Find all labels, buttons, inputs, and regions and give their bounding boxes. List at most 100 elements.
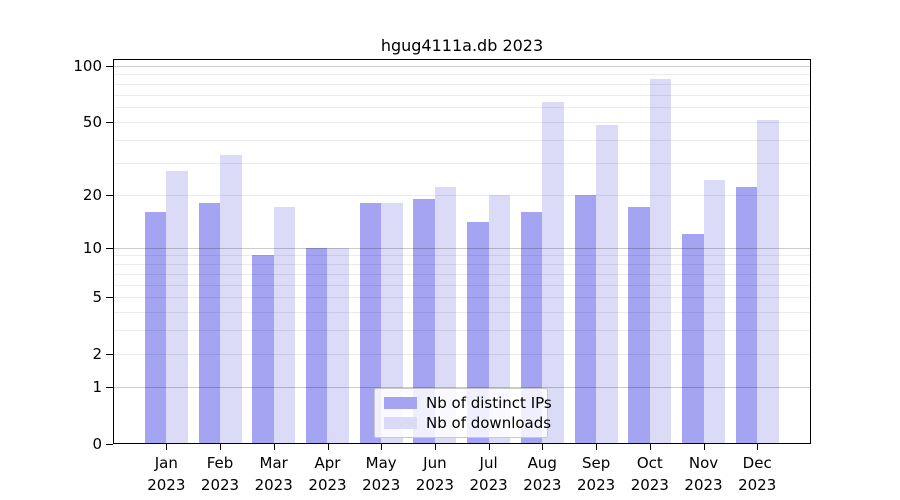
x-label-year: 2023 <box>254 476 293 494</box>
x-label-month: Mar <box>259 454 288 472</box>
x-label-year: 2023 <box>308 476 347 494</box>
y-tick-20 <box>106 194 113 196</box>
gridline-minor-20 <box>113 194 811 196</box>
gridline-minor-80 <box>113 83 811 85</box>
x-label-year: 2023 <box>415 476 454 494</box>
legend: Nb of distinct IPs Nb of downloads <box>374 388 552 438</box>
x-tick-jun <box>434 444 436 450</box>
x-label-month: Dec <box>742 454 772 472</box>
gridline-minor-7 <box>113 273 811 275</box>
x-label-year: 2023 <box>684 476 723 494</box>
legend-label-nb-of-downloads: Nb of downloads <box>426 414 552 432</box>
x-label-year: 2023 <box>469 476 508 494</box>
x-label-apr: Apr 2023 <box>308 452 346 496</box>
bar-feb-nb-of-downloads <box>220 155 242 444</box>
bar-apr-nb-of-downloads <box>327 247 349 444</box>
x-label-jul: Jul 2023 <box>470 452 508 496</box>
x-label-aug: Aug 2023 <box>523 452 561 496</box>
gridline-minor-30 <box>113 162 811 164</box>
bars-layer <box>113 59 811 444</box>
y-tick-label-0: 0 <box>92 435 102 453</box>
bar-jun-nb-of-downloads <box>434 187 457 444</box>
gridline-minor-70 <box>113 94 811 96</box>
x-label-dec: Dec 2023 <box>738 452 776 496</box>
x-label-oct: Oct 2023 <box>631 452 669 496</box>
y-tick-label-5: 5 <box>92 288 102 307</box>
y-tick-label-20: 20 <box>82 185 102 204</box>
x-label-year: 2023 <box>362 476 401 494</box>
x-tick-jul <box>488 444 490 450</box>
x-tick-nov <box>703 444 705 450</box>
x-tick-dec <box>757 444 759 450</box>
bar-aug-nb-of-distinct-ips <box>520 211 543 444</box>
gridline-minor-50 <box>113 121 811 123</box>
x-label-mar: Mar 2023 <box>255 452 293 496</box>
x-label-year: 2023 <box>577 476 616 494</box>
y-tick-10 <box>106 247 113 249</box>
x-label-month: Nov <box>688 454 719 472</box>
bar-jul-nb-of-downloads <box>488 194 511 444</box>
bar-dec-nb-of-downloads <box>757 120 779 444</box>
y-tick-5 <box>106 297 113 299</box>
gridline-minor-6 <box>113 284 811 286</box>
x-label-year: 2023 <box>200 476 240 494</box>
bar-feb-nb-of-distinct-ips <box>198 202 221 444</box>
gridline-minor-40 <box>113 139 811 141</box>
grid-layer <box>113 59 811 444</box>
x-label-year: 2023 <box>738 476 777 494</box>
gridline-minor-9 <box>113 255 811 257</box>
x-label-year: 2023 <box>523 476 562 494</box>
x-label-month: Sep <box>581 454 611 472</box>
y-tick-0 <box>106 444 113 445</box>
bar-may-nb-of-distinct-ips <box>359 202 382 444</box>
legend-label-nb-of-distinct-ips: Nb of distinct IPs <box>426 394 552 412</box>
bar-oct-nb-of-distinct-ips <box>628 207 650 444</box>
x-tick-jan <box>166 444 168 450</box>
x-label-sep: Sep 2023 <box>577 452 615 496</box>
x-label-nov: Nov 2023 <box>684 452 722 496</box>
chart-title: hgug4111a.db 2023 <box>380 36 544 55</box>
x-tick-may <box>381 444 383 450</box>
x-tick-mar <box>273 444 275 450</box>
x-label-jun: Jun 2023 <box>416 452 454 496</box>
x-label-month: Jan <box>154 454 178 472</box>
gridline-minor-5 <box>113 297 811 299</box>
bar-nov-nb-of-downloads <box>703 180 725 444</box>
legend-entry-nb-of-distinct-ips: Nb of distinct IPs <box>375 393 552 413</box>
legend-swatch-nb-of-distinct-ips <box>384 397 417 409</box>
bar-sep-nb-of-distinct-ips <box>574 194 597 444</box>
bar-mar-nb-of-distinct-ips <box>252 255 274 444</box>
bar-mar-nb-of-downloads <box>273 207 296 444</box>
x-label-month: Jul <box>479 454 498 472</box>
bar-jan-nb-of-downloads <box>166 170 188 444</box>
gridline-minor-90 <box>113 74 811 76</box>
gridline-minor-8 <box>113 263 811 265</box>
x-tick-aug <box>542 444 544 450</box>
y-tick-100 <box>106 65 113 67</box>
y-tick-label-10: 10 <box>82 238 102 257</box>
bar-sep-nb-of-downloads <box>596 125 618 444</box>
bar-jan-nb-of-distinct-ips <box>144 211 167 444</box>
legend-entry-nb-of-downloads: Nb of downloads <box>375 413 551 433</box>
y-tick-50 <box>106 121 113 123</box>
bar-oct-nb-of-downloads <box>649 79 672 444</box>
y-tick-label-100: 100 <box>73 56 102 75</box>
bar-apr-nb-of-distinct-ips <box>305 247 328 444</box>
x-label-month: Oct <box>636 454 663 472</box>
x-tick-oct <box>649 444 651 450</box>
gridline-minor-60 <box>113 107 811 109</box>
gridline-minor-3 <box>113 330 811 332</box>
x-tick-sep <box>596 444 598 450</box>
x-tick-apr <box>327 444 329 450</box>
plot-area: Nb of distinct IPs Nb of downloads Jan 202… <box>73 57 811 494</box>
x-label-feb: Feb 2023 <box>201 452 239 496</box>
gridline-major-100 <box>113 65 811 67</box>
y-tick-2 <box>106 354 113 355</box>
bar-dec-nb-of-distinct-ips <box>735 187 758 444</box>
x-label-month: May <box>365 454 397 472</box>
bar-aug-nb-of-downloads <box>542 101 564 444</box>
bar-may-nb-of-downloads <box>381 202 403 444</box>
x-label-year: 2023 <box>630 476 669 494</box>
y-tick-label-50: 50 <box>82 112 102 131</box>
